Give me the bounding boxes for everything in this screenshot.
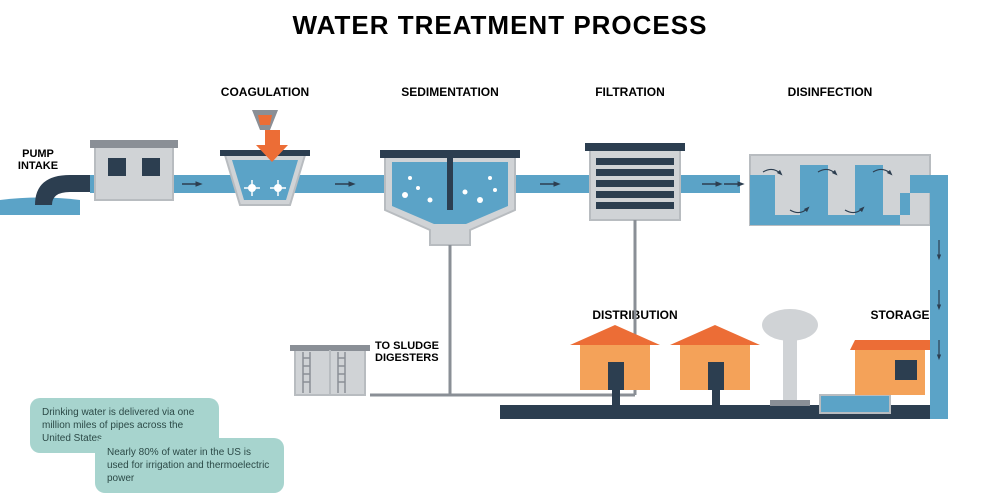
disinfection-icon: [750, 155, 930, 225]
diagram-svg: [0, 0, 1000, 500]
pump-house-icon: [90, 140, 178, 200]
sedimentation-icon: [370, 150, 520, 395]
sludge-digesters-icon: [290, 345, 370, 395]
storage-icon: [762, 309, 930, 413]
